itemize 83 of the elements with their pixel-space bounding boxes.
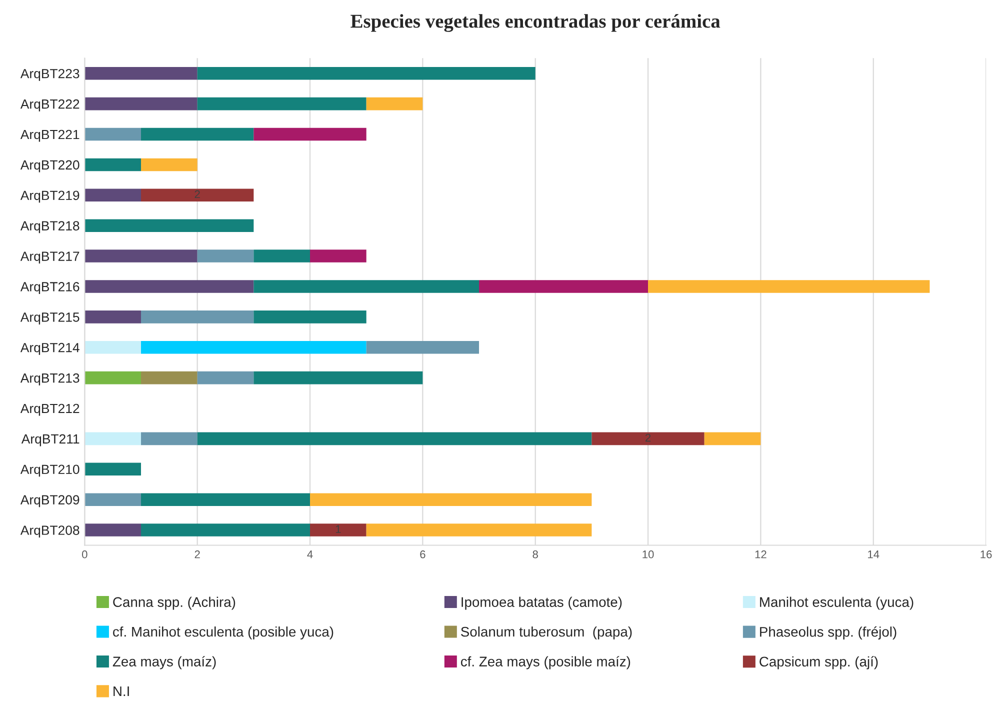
y-tick-label: ArqBT223	[20, 68, 80, 81]
y-tick-label: ArqBT215	[20, 312, 80, 324]
bar	[366, 97, 423, 110]
legend-label: Capsicum spp. (ají)	[760, 656, 878, 670]
bar	[84, 462, 141, 476]
x-tick-label: 6	[420, 550, 426, 558]
y-tick-label: ArqBT217	[20, 252, 80, 264]
bar	[254, 310, 366, 324]
bar	[254, 128, 366, 141]
bar	[140, 493, 310, 506]
legend-label: cf. Manihot esculenta (posible yuca)	[113, 626, 334, 640]
bar	[84, 158, 141, 172]
y-tick-label: ArqBT213	[20, 373, 80, 386]
bar	[84, 97, 198, 110]
legend-label: N.I	[114, 686, 129, 696]
bar	[197, 250, 254, 262]
bar	[254, 280, 480, 293]
bar	[310, 493, 592, 506]
legend-label: Ipomoea batatas (camote)	[462, 596, 622, 610]
bar	[140, 524, 310, 536]
bar	[197, 432, 592, 446]
bar	[84, 66, 198, 80]
bar	[592, 432, 704, 446]
bar	[140, 340, 366, 354]
bar	[140, 188, 254, 202]
y-tick-label: ArqBT219	[20, 190, 80, 203]
bar	[140, 432, 198, 446]
data-label: 2	[645, 434, 651, 442]
x-tick-label: 4	[307, 550, 313, 558]
bar	[84, 280, 254, 293]
x-tick-label: 2	[194, 550, 200, 558]
y-tick-label: ArqBT210	[20, 464, 80, 477]
bar	[84, 340, 141, 354]
bar	[197, 66, 536, 80]
bar	[140, 371, 198, 384]
x-tick-label: 0	[82, 550, 88, 558]
x-tick-label: 16	[980, 550, 992, 558]
chart-title: Especies vegetales encontradas por cerámica	[350, 14, 720, 32]
bar	[140, 158, 198, 172]
x-tick-label: 12	[755, 550, 766, 558]
data-label: 2	[194, 190, 200, 198]
y-tick-label: ArqBT214	[20, 342, 80, 355]
bar	[366, 340, 480, 354]
legend-label: Phaseolus spp. (fréjol)	[760, 626, 896, 640]
bar	[84, 250, 198, 262]
x-tick-label: 8	[532, 550, 538, 558]
bar	[84, 524, 141, 536]
bar	[84, 310, 141, 324]
bar	[140, 128, 254, 141]
bar	[366, 524, 592, 536]
bar	[84, 371, 141, 384]
bar	[479, 280, 648, 293]
bar	[84, 493, 141, 506]
x-tick-label: 14	[868, 550, 880, 558]
bar	[254, 371, 423, 384]
y-tick-label: ArqBT222	[20, 99, 80, 112]
legend-label: Manihot esculenta (yuca)	[760, 596, 914, 610]
data-label: 1	[336, 525, 341, 533]
y-tick-label: ArqBT208	[20, 526, 80, 538]
bar	[140, 310, 254, 324]
x-tick-label: 10	[642, 550, 654, 558]
bar	[197, 97, 366, 110]
bar	[254, 250, 310, 262]
y-tick-label: ArqBT218	[20, 221, 80, 234]
legend-label: Canna spp. (Achira)	[113, 596, 236, 610]
bar	[84, 219, 254, 232]
bar	[310, 524, 366, 536]
bar	[84, 432, 141, 446]
y-tick-label: ArqBT216	[20, 282, 80, 294]
bar	[84, 128, 141, 141]
bar	[197, 371, 254, 384]
legend-label: Zea mays (maíz)	[112, 656, 216, 670]
bar	[704, 432, 761, 446]
legend-label: Solanum tuberosum (papa)	[461, 626, 632, 640]
bar	[84, 188, 141, 202]
y-tick-label: ArqBT220	[20, 160, 80, 172]
y-tick-label: ArqBT211	[21, 434, 80, 446]
bar	[648, 280, 930, 293]
y-tick-label: ArqBT221	[20, 130, 80, 142]
y-tick-label: ArqBT212	[20, 404, 80, 416]
legend-label: cf. Zea mays (posible maíz)	[460, 656, 630, 670]
bar	[310, 250, 366, 262]
y-tick-label: ArqBT209	[20, 495, 80, 508]
